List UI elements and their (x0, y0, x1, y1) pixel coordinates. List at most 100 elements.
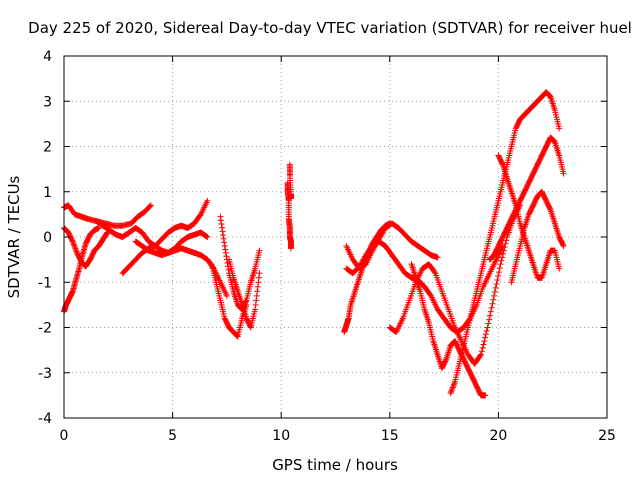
data-point (219, 228, 226, 235)
y-tick-label: -4 (38, 411, 52, 427)
y-tick-label: 1 (43, 185, 52, 201)
data-point (253, 297, 260, 304)
data-point (493, 280, 500, 287)
data-point (487, 308, 494, 315)
data-point (485, 320, 492, 327)
data-point (71, 242, 78, 249)
data-point (496, 265, 503, 272)
data-point (287, 195, 294, 202)
data-point (478, 348, 485, 355)
data-point (225, 266, 232, 273)
ticks-layer: 0 5 10 15 20 25 -4 -3 -2 -1 0 1 2 3 4 (38, 49, 616, 444)
data-point (69, 237, 76, 244)
y-axis-label: SDTVAR / TECUs (5, 175, 23, 298)
data-point (546, 205, 553, 212)
data-point (217, 217, 224, 224)
data-point (480, 341, 487, 348)
data-point (486, 316, 493, 323)
data-point (497, 261, 504, 268)
x-tick-label: 15 (381, 428, 399, 444)
data-point (434, 254, 441, 261)
data-point (147, 203, 154, 210)
data-point (451, 380, 458, 387)
series-arc-17 (447, 89, 563, 397)
data-point (70, 239, 77, 246)
data-point (72, 247, 79, 254)
data-point (448, 388, 455, 395)
points-layer (61, 89, 567, 399)
data-point (217, 213, 224, 220)
series-arc-3 (61, 224, 102, 315)
series-arc-2 (61, 224, 111, 270)
data-point (450, 383, 457, 390)
x-tick-label: 20 (489, 428, 507, 444)
data-point (501, 244, 508, 251)
data-point (253, 292, 260, 299)
data-point (500, 247, 507, 254)
data-point (222, 246, 229, 253)
x-tick-label: 5 (168, 428, 177, 444)
data-point (71, 244, 78, 251)
data-point (450, 381, 457, 388)
data-point (222, 249, 229, 256)
data-point (495, 273, 502, 280)
data-point (72, 245, 79, 252)
data-point (449, 384, 456, 391)
x-tick-label: 25 (598, 428, 616, 444)
data-point (147, 202, 154, 209)
data-point (483, 327, 490, 334)
data-point (252, 301, 259, 308)
data-point (73, 248, 80, 255)
data-point (560, 241, 567, 248)
x-tick-label: 0 (60, 428, 69, 444)
data-point (488, 304, 495, 311)
data-point (247, 323, 254, 330)
series-arc-20 (508, 188, 567, 286)
data-point (499, 254, 506, 261)
y-tick-label: 3 (43, 94, 52, 110)
series-arc-19 (495, 152, 563, 281)
data-point (482, 334, 489, 341)
data-point (218, 220, 225, 227)
data-point (447, 390, 454, 397)
y-tick-label: 2 (43, 140, 52, 156)
data-point (442, 357, 449, 364)
data-point (477, 352, 484, 359)
data-point (252, 306, 259, 313)
data-point (219, 224, 226, 231)
y-tick-label: 4 (43, 49, 52, 65)
grid-layer (64, 56, 607, 418)
series-arc-1 (61, 202, 154, 229)
data-point (560, 243, 567, 250)
data-point (484, 324, 491, 331)
data-point (204, 197, 211, 204)
series-arc-18 (486, 134, 567, 263)
data-point (255, 279, 262, 286)
data-point (256, 247, 263, 254)
data-point (203, 233, 210, 240)
data-point (95, 224, 102, 231)
data-point (448, 387, 455, 394)
data-point (223, 253, 230, 260)
data-point (500, 250, 507, 257)
data-point (486, 312, 493, 319)
data-point (503, 237, 510, 244)
data-point (498, 257, 505, 264)
data-point (255, 274, 262, 281)
x-tick-label: 10 (272, 428, 290, 444)
data-point (499, 160, 506, 167)
chart-title: Day 225 of 2020, Sidereal Day-to-day VTE… (28, 19, 632, 37)
y-tick-label: -3 (38, 366, 52, 382)
data-point (482, 331, 489, 338)
y-tick-label: 0 (43, 230, 52, 246)
data-point (479, 344, 486, 351)
data-point (495, 269, 502, 276)
data-point (502, 240, 509, 247)
data-point (220, 235, 227, 242)
data-point (431, 269, 438, 276)
data-point (204, 234, 211, 240)
data-point (287, 245, 294, 252)
x-axis-label: GPS time / hours (272, 456, 398, 474)
